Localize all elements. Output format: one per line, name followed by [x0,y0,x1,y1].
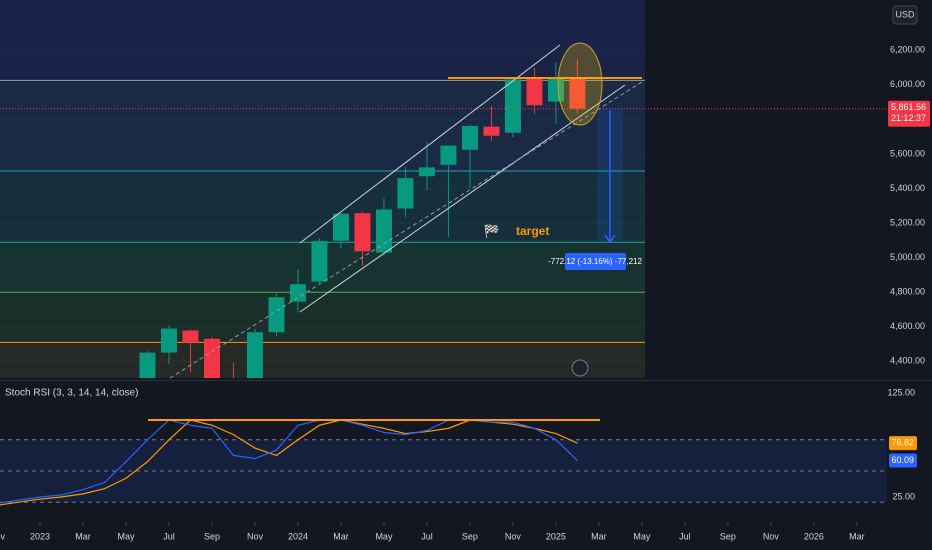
candle-body [311,241,328,282]
x-tick-label: Nov [763,531,780,541]
candle-body [268,297,285,333]
last-value-box [889,436,917,451]
x-tick-label: Mar [849,531,865,541]
x-tick-label: Nov [0,531,5,541]
candle-body [483,126,500,136]
measure-box [565,253,626,270]
x-tick-label: Nov [247,531,264,541]
y-tick-label: 4,400.00 [890,356,925,366]
candle-body [246,332,263,378]
currency-label: USD [895,9,915,19]
candle-body [375,209,392,253]
measure-area [597,108,623,243]
channel-mid [169,79,646,379]
last-price-label: 5,861.56 [891,102,926,112]
y-tick-label: 5,600.00 [890,148,925,158]
candle-body [289,284,306,302]
candle-body [440,145,457,165]
rsi-title: Stoch RSI (3, 3, 14, 14, close) [5,388,138,399]
x-tick-label: May [117,531,135,541]
event-icon[interactable] [571,359,589,377]
x-tick-label: 2023 [30,531,50,541]
price-pane: 1 (6,026.11)0.786 (5,500.92)0.618 (5,088… [0,0,645,378]
candle-body [182,330,199,343]
arrow-head [604,234,616,244]
target-label: target [516,224,549,238]
x-tick-label: 2024 [288,531,308,541]
x-tick-label: Sep [462,531,478,541]
candle-body [354,213,371,252]
candle-body [397,178,414,209]
y-tick-label: 6,200.00 [890,45,925,55]
candle-body [332,213,349,241]
currency-button[interactable] [892,5,918,25]
x-tick-label: May [375,531,393,541]
y-tick-label: 4,600.00 [890,321,925,331]
candle-body [461,125,478,150]
x-tick-label: Nov [505,531,522,541]
rsi-pane [0,419,887,506]
x-tick-label: 2026 [804,531,824,541]
x-tick-label: Jul [421,531,433,541]
x-tick-label: Mar [591,531,607,541]
countdown: 21:12:37 [891,113,926,123]
candle-body [418,167,435,177]
highlight-ellipse [557,42,603,126]
candle-body [504,79,521,133]
y-tick-label: 5,000.00 [890,252,925,262]
x-tick-label: Jul [163,531,175,541]
candle-body [160,328,177,353]
y-tick-label: 5,200.00 [890,217,925,227]
rsi-line [0,419,578,504]
measure-label: -772.12 (-13.16%) -77,212 [548,257,642,266]
candle-body [203,338,220,378]
fib-zone [0,292,645,343]
last-value-label: 60.09 [891,455,914,465]
x-tick-label: 2025 [546,531,566,541]
overlay: -772.12 (-13.16%) -77,212 🏁 target USD S… [5,5,918,421]
last-price-box [888,100,930,127]
x-tick-label: Sep [204,531,220,541]
y-tick-label: 6,000.00 [890,79,925,89]
flag-icon: 🏁 [484,223,500,238]
y-tick-label: 5,400.00 [890,183,925,193]
y-tick-label: 25.00 [892,491,915,501]
x-tick-label: Jul [679,531,691,541]
fib-zone [0,171,645,243]
fib-zone [0,0,645,81]
channel-lower [299,84,626,313]
x-tick-label: Mar [333,531,349,541]
x-tick-label: Sep [720,531,736,541]
y-tick-label: 125.00 [887,387,915,397]
last-value-box [889,453,917,468]
y-tick-label: 4,800.00 [890,287,925,297]
x-tick-label: Mar [75,531,91,541]
last-value-label: 76.82 [891,437,914,447]
candle-body [139,352,156,378]
candle-body [569,77,586,109]
x-tick-label: May [633,531,651,541]
candle-body [547,77,564,102]
fib-zone [0,342,645,378]
candle-body [526,77,543,106]
